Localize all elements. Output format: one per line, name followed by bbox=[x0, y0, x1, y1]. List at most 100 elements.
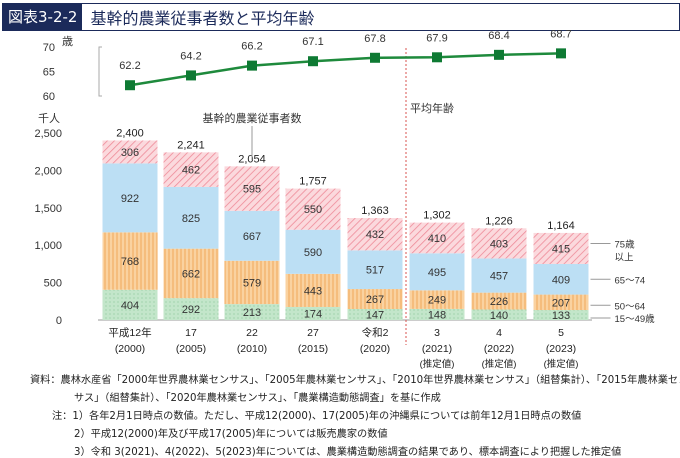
age-marker bbox=[125, 80, 135, 91]
age-value-label: 68.7 bbox=[550, 28, 571, 40]
legend-label: 50～64 bbox=[615, 301, 646, 312]
source-text: 資料：農林水産省「2000年世界農林業センサス」、「2005年農林業センサス」、… bbox=[30, 375, 680, 386]
x-tick-year: (2000) bbox=[115, 343, 145, 355]
bar-segment-2 bbox=[347, 250, 403, 290]
bar-segment-2 bbox=[102, 163, 158, 233]
bar-value-label: 579 bbox=[243, 277, 261, 289]
bar-segment-0 bbox=[409, 308, 465, 320]
bar-segment-3 bbox=[224, 166, 280, 211]
bar-value-label: 667 bbox=[243, 231, 261, 243]
x-tick-label: 3 bbox=[434, 327, 440, 339]
age-unit-label: 歳 bbox=[62, 35, 73, 48]
age-marker bbox=[308, 56, 318, 67]
note-2: 2）平成12(2000)年及び平成17(2005)年については販売農家の数値 bbox=[74, 429, 388, 440]
bar-value-label: 207 bbox=[552, 297, 570, 309]
age-marker bbox=[186, 70, 196, 81]
bar-segment-1 bbox=[533, 294, 589, 311]
bar-total-label: 1,302 bbox=[423, 210, 451, 222]
bar-segment-1 bbox=[285, 273, 341, 307]
age-marker bbox=[247, 60, 257, 71]
age-value-label: 68.4 bbox=[488, 30, 509, 42]
bar-segment-0 bbox=[533, 310, 589, 320]
bar-total-label: 2,400 bbox=[116, 127, 144, 139]
age-marker bbox=[370, 52, 380, 63]
x-tick-label: 17 bbox=[185, 327, 197, 339]
x-tick-note: (推定値) bbox=[544, 358, 579, 370]
bar-value-label: 409 bbox=[552, 274, 570, 286]
bar-value-label: 267 bbox=[366, 294, 384, 306]
bar-segment-0 bbox=[347, 309, 403, 320]
bar-segment-0 bbox=[102, 289, 158, 320]
bar-value-label: 495 bbox=[428, 267, 446, 279]
x-tick-year: (2021) bbox=[422, 343, 452, 355]
bar-segment-1 bbox=[163, 248, 219, 299]
x-tick-year: (2023) bbox=[546, 343, 576, 355]
bar-value-label: 404 bbox=[121, 300, 139, 312]
legend-label: 65～74 bbox=[615, 275, 646, 286]
x-tick-year: (2010) bbox=[237, 343, 267, 355]
bar-total-label: 2,241 bbox=[177, 139, 205, 151]
age-value-label: 64.2 bbox=[180, 50, 201, 62]
bar-segment-3 bbox=[102, 140, 158, 164]
y-axis-unit: 千人 bbox=[38, 112, 60, 125]
legend-label: 15～49歳 bbox=[615, 313, 656, 325]
bar-value-label: 443 bbox=[304, 285, 322, 297]
x-tick-note: (推定値) bbox=[420, 358, 455, 370]
bar-value-label: 517 bbox=[366, 265, 384, 277]
age-line bbox=[129, 52, 562, 87]
bar-value-label: 226 bbox=[490, 296, 508, 308]
bar-segment-3 bbox=[285, 188, 341, 230]
figure-number: 図表3-2-2 bbox=[3, 4, 83, 30]
bar-segment-3 bbox=[533, 232, 589, 264]
y-tick-label: 0 bbox=[56, 315, 62, 327]
bar-segment-0 bbox=[224, 304, 280, 320]
x-tick-year: (2020) bbox=[360, 343, 390, 355]
bar-value-label: 249 bbox=[428, 295, 446, 307]
bar-segment-0 bbox=[163, 298, 219, 320]
bar-value-label: 662 bbox=[182, 268, 200, 280]
x-tick-label: 平成12年 bbox=[108, 326, 151, 339]
title-bar: 図表3-2-2 基幹的農業従事者数と平均年齢 bbox=[2, 3, 680, 31]
bar-value-label: 292 bbox=[182, 304, 200, 316]
age-value-label: 67.9 bbox=[426, 32, 447, 44]
bar-segment-2 bbox=[533, 263, 589, 295]
bar-value-label: 410 bbox=[428, 233, 446, 245]
bar-value-label: 768 bbox=[121, 256, 139, 268]
x-tick-year: (2005) bbox=[176, 343, 206, 355]
bar-segment-3 bbox=[471, 228, 527, 259]
bar-segment-1 bbox=[471, 292, 527, 310]
bar-value-label: 590 bbox=[304, 247, 322, 259]
age-value-label: 67.8 bbox=[364, 33, 385, 45]
x-tick-label: 22 bbox=[246, 327, 258, 339]
x-tick-note: (推定値) bbox=[482, 358, 517, 370]
bar-value-label: 595 bbox=[243, 184, 261, 196]
bar-value-label: 825 bbox=[182, 213, 200, 225]
x-tick-label: 27 bbox=[307, 327, 319, 339]
bar-value-label: 174 bbox=[304, 308, 322, 320]
bar-segment-2 bbox=[409, 253, 465, 291]
bar-total-label: 1,164 bbox=[547, 220, 575, 232]
y-tick-label: 1,500 bbox=[34, 203, 62, 215]
bar-segment-3 bbox=[163, 152, 219, 187]
bar-segment-1 bbox=[102, 232, 158, 290]
age-value-label: 67.1 bbox=[302, 36, 323, 48]
bar-value-label: 432 bbox=[366, 229, 384, 241]
bar-value-label: 133 bbox=[552, 310, 570, 322]
bar-segment-1 bbox=[347, 289, 403, 310]
y-tick-label: 2,000 bbox=[34, 165, 62, 177]
bar-segment-0 bbox=[471, 309, 527, 320]
bar-value-label: 415 bbox=[552, 243, 570, 255]
age-series-label: 平均年齢 bbox=[410, 101, 454, 115]
x-tick-label: 令和2 bbox=[362, 326, 389, 339]
y-tick-label: 500 bbox=[44, 278, 62, 290]
age-tick-label: 70 bbox=[43, 42, 55, 54]
bar-segment-3 bbox=[347, 218, 403, 251]
bar-segment-0 bbox=[285, 306, 341, 320]
bar-segment-2 bbox=[471, 258, 527, 293]
bar-total-label: 1,363 bbox=[361, 205, 389, 217]
note-1: 注：1）各年2月1日時点の数値。ただし、平成12(2000)、17(2005)年… bbox=[52, 411, 582, 422]
bar-segment-2 bbox=[285, 229, 341, 274]
bar-segment-2 bbox=[224, 210, 280, 261]
age-tick-label: 65 bbox=[43, 67, 55, 79]
bar-total-label: 1,757 bbox=[299, 176, 327, 188]
